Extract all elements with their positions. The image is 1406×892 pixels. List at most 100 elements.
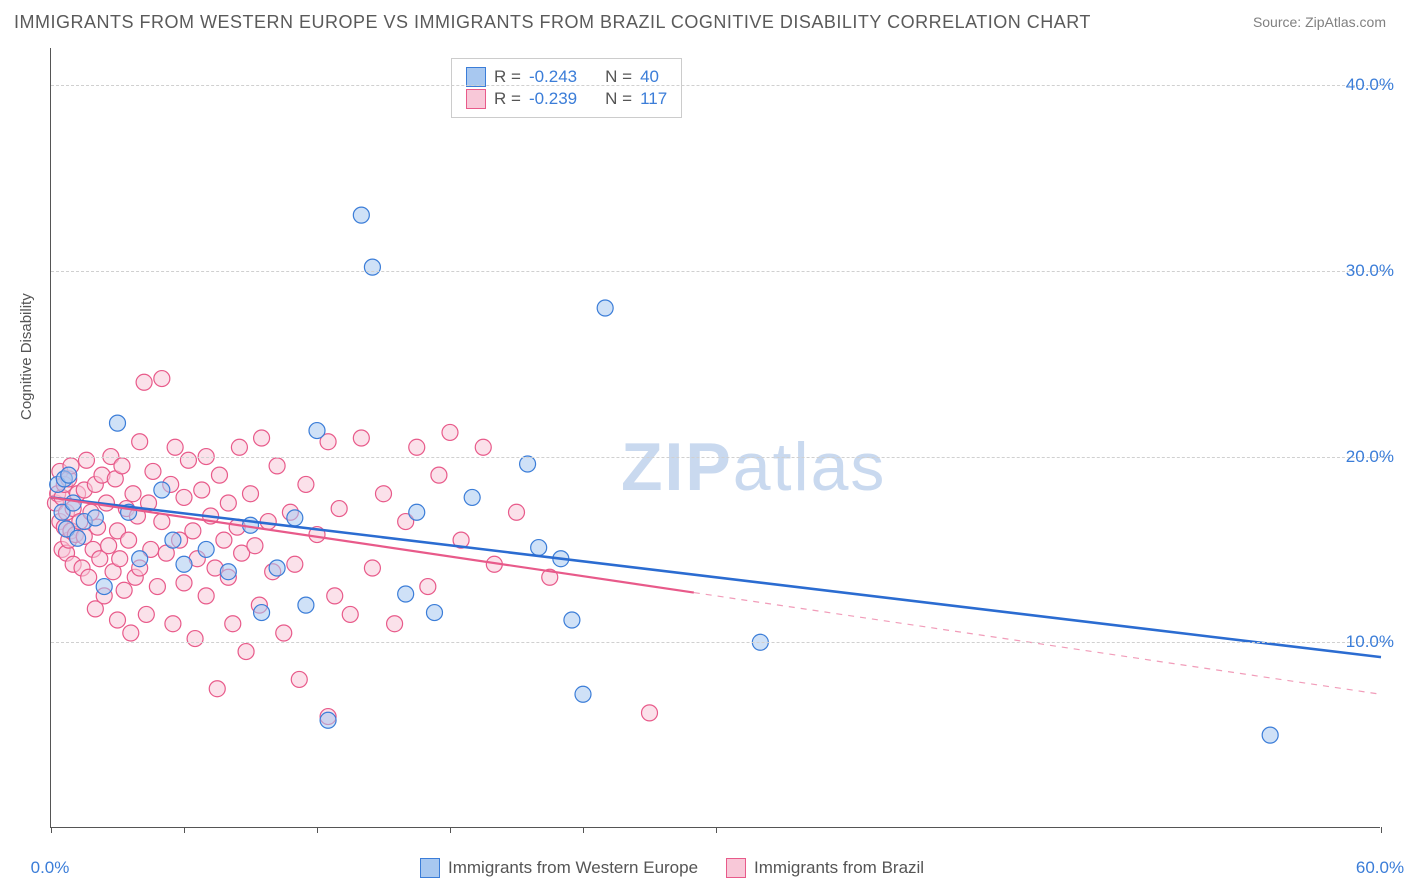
data-point	[398, 586, 414, 602]
data-point	[70, 530, 86, 546]
data-point	[225, 616, 241, 632]
data-point	[420, 579, 436, 595]
scatter-svg	[51, 48, 1380, 827]
data-point	[342, 606, 358, 622]
data-point	[145, 463, 161, 479]
data-point	[287, 510, 303, 526]
data-point	[1262, 727, 1278, 743]
data-point	[198, 588, 214, 604]
data-point	[180, 452, 196, 468]
chart-plot-area: ZIPatlas R = -0.243 N = 40 R = -0.239 N …	[50, 48, 1380, 828]
data-point	[231, 439, 247, 455]
data-point	[409, 439, 425, 455]
trend-line-dashed	[694, 593, 1381, 695]
data-point	[125, 486, 141, 502]
data-point	[475, 439, 491, 455]
data-point	[597, 300, 613, 316]
gridline	[51, 457, 1390, 458]
data-point	[426, 605, 442, 621]
x-tick	[1381, 827, 1382, 833]
data-point	[216, 532, 232, 548]
y-tick-label: 40.0%	[1346, 75, 1394, 95]
data-point	[101, 538, 117, 554]
x-tick-label: 0.0%	[31, 858, 70, 878]
gridline	[51, 85, 1390, 86]
data-point	[187, 631, 203, 647]
data-point	[327, 588, 343, 604]
bottom-legend: Immigrants from Western Europe Immigrant…	[420, 858, 924, 878]
data-point	[442, 424, 458, 440]
data-point	[353, 207, 369, 223]
y-tick-label: 10.0%	[1346, 632, 1394, 652]
data-point	[331, 501, 347, 517]
data-point	[78, 452, 94, 468]
x-tick	[184, 827, 185, 833]
data-point	[110, 612, 126, 628]
source-link[interactable]: ZipAtlas.com	[1305, 14, 1386, 30]
data-point	[176, 556, 192, 572]
data-point	[575, 686, 591, 702]
x-tick-label: 60.0%	[1356, 858, 1404, 878]
source-attribution: Source: ZipAtlas.com	[1253, 14, 1386, 30]
data-point	[81, 569, 97, 585]
data-point	[61, 467, 77, 483]
data-point	[364, 259, 380, 275]
data-point	[353, 430, 369, 446]
data-point	[167, 439, 183, 455]
data-point	[123, 625, 139, 641]
chart-title: IMMIGRANTS FROM WESTERN EUROPE VS IMMIGR…	[14, 12, 1091, 33]
data-point	[165, 616, 181, 632]
data-point	[509, 504, 525, 520]
data-point	[564, 612, 580, 628]
data-point	[254, 605, 270, 621]
data-point	[114, 458, 130, 474]
data-point	[110, 415, 126, 431]
data-point	[409, 504, 425, 520]
data-point	[320, 712, 336, 728]
data-point	[287, 556, 303, 572]
data-point	[65, 495, 81, 511]
data-point	[364, 560, 380, 576]
data-point	[138, 606, 154, 622]
data-point	[376, 486, 392, 502]
trend-line	[51, 497, 1381, 657]
data-point	[136, 374, 152, 390]
data-point	[96, 579, 112, 595]
data-point	[531, 540, 547, 556]
data-point	[291, 671, 307, 687]
data-point	[298, 476, 314, 492]
data-point	[132, 434, 148, 450]
y-tick-label: 30.0%	[1346, 261, 1394, 281]
x-tick	[583, 827, 584, 833]
x-tick	[716, 827, 717, 833]
legend-item-2: Immigrants from Brazil	[726, 858, 924, 878]
data-point	[198, 541, 214, 557]
data-point	[116, 582, 132, 598]
data-point	[211, 467, 227, 483]
data-point	[220, 495, 236, 511]
swatch-pink-icon	[726, 858, 746, 878]
data-point	[220, 564, 236, 580]
legend-label-2: Immigrants from Brazil	[754, 858, 924, 878]
data-point	[209, 681, 225, 697]
data-point	[243, 486, 259, 502]
data-point	[87, 510, 103, 526]
x-tick	[450, 827, 451, 833]
legend-item-1: Immigrants from Western Europe	[420, 858, 698, 878]
data-point	[154, 482, 170, 498]
data-point	[112, 551, 128, 567]
data-point	[121, 532, 137, 548]
data-point	[185, 523, 201, 539]
data-point	[154, 371, 170, 387]
data-point	[132, 551, 148, 567]
data-point	[431, 467, 447, 483]
data-point	[260, 514, 276, 530]
y-axis-label: Cognitive Disability	[18, 293, 35, 420]
data-point	[176, 489, 192, 505]
gridline	[51, 642, 1390, 643]
x-tick	[51, 827, 52, 833]
data-point	[154, 514, 170, 530]
data-point	[387, 616, 403, 632]
data-point	[464, 489, 480, 505]
data-point	[520, 456, 536, 472]
